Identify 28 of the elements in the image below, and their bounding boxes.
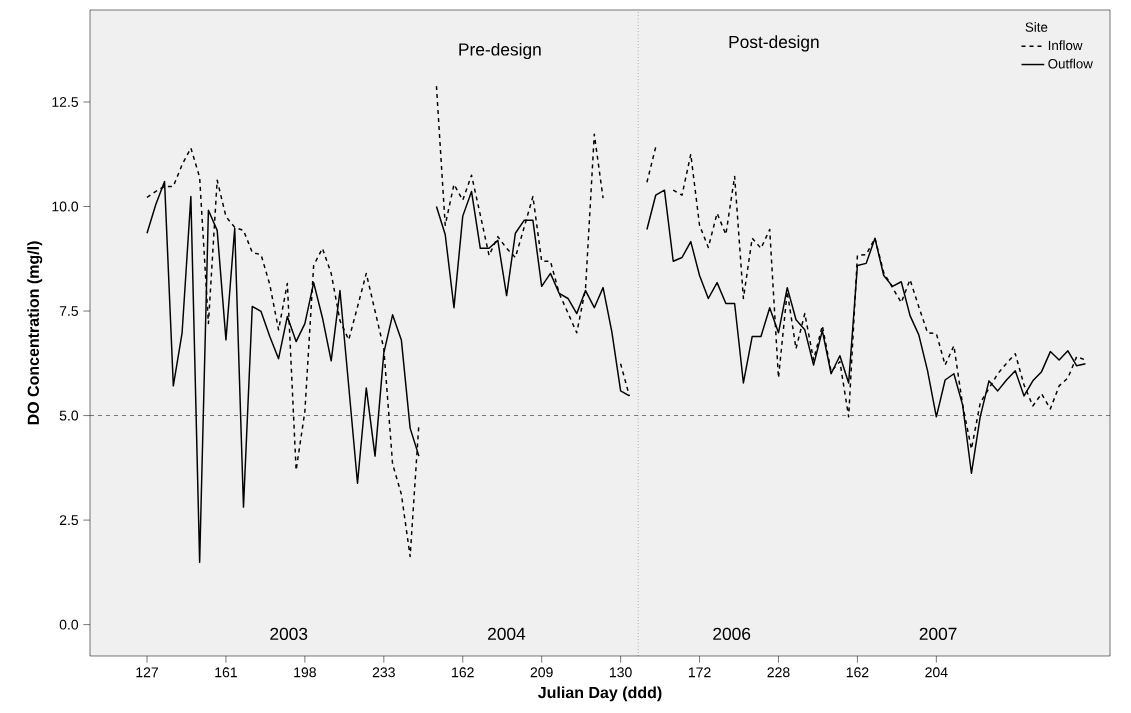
x-tick-label: 198 — [294, 667, 316, 678]
y-tick-label: 0.0 — [59, 619, 79, 630]
annotation: Pre-design — [459, 42, 541, 60]
x-tick-label: 172 — [688, 667, 711, 678]
annotation: 2004 — [488, 627, 526, 640]
x-tick-label: 162 — [846, 667, 869, 678]
legend-label: Outflow — [1048, 58, 1093, 69]
annotation: 2007 — [919, 627, 957, 640]
y-axis-title: DO Concentration (mg/l) — [27, 241, 43, 425]
x-tick-label: 204 — [925, 667, 948, 678]
legend-title: Site — [1025, 22, 1048, 32]
x-tick-label: 127 — [136, 667, 158, 678]
y-tick-label: 5.0 — [59, 410, 79, 421]
y-tick-label: 10.0 — [52, 201, 79, 212]
x-tick-label: 162 — [452, 667, 474, 678]
annotation: 2003 — [270, 627, 308, 640]
y-tick-label: 7.5 — [59, 306, 79, 316]
x-tick-label: 233 — [372, 667, 395, 678]
x-tick-label: 228 — [767, 667, 790, 678]
annotation: 2006 — [713, 627, 751, 640]
y-tick-label: 2.5 — [59, 515, 79, 526]
annotation: Post-design — [729, 35, 819, 52]
x-axis-title: Julian Day (ddd) — [538, 686, 662, 702]
legend-label: Inflow — [1048, 40, 1083, 51]
x-tick-label: 209 — [530, 667, 553, 678]
x-tick-label: 161 — [215, 667, 237, 678]
x-tick-label: 130 — [610, 667, 632, 678]
y-tick-label: 12.5 — [52, 97, 79, 107]
